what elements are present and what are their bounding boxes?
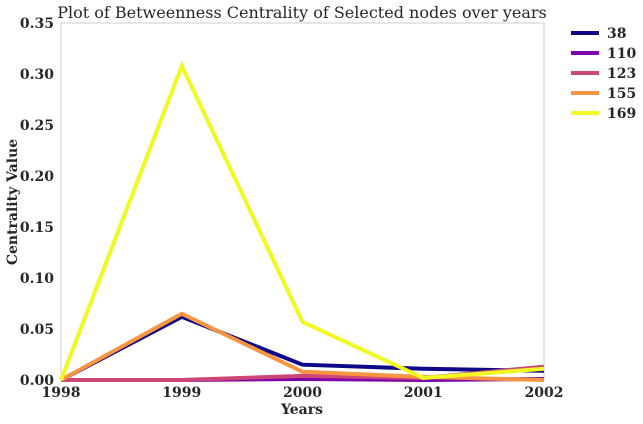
y-tick-label: 0.05 [20,322,54,338]
legend-label-169: 169 [607,106,636,122]
x-axis-ticks: 1998 1999 2000 2001 2002 [42,385,564,401]
series-line-169 [59,60,545,381]
x-tick-label: 2000 [283,385,322,401]
y-tick-label: 0.25 [20,118,54,134]
legend-label-38: 38 [607,26,626,42]
legend-label-155: 155 [607,86,636,102]
x-axis-label: Years [280,402,323,418]
plot-area [60,22,545,381]
y-tick-label: 0.00 [20,373,54,389]
y-axis-ticks: 0.00 0.05 0.10 0.15 0.20 0.25 0.30 0.35 [20,16,54,389]
legend-label-123: 123 [607,66,636,82]
chart-title: Plot of Betweenness Centrality of Select… [57,3,547,22]
x-tick-label: 1999 [162,385,201,401]
x-tick-label: 1998 [42,385,81,401]
y-axis-label: Centrality Value [5,139,21,265]
series-line-155 [60,311,545,382]
series-layer [59,60,545,383]
legend-label-110: 110 [607,46,636,62]
legend: 38 110 123 155 169 [571,26,636,122]
y-tick-label: 0.15 [20,220,54,236]
y-tick-label: 0.35 [20,16,54,32]
y-tick-label: 0.10 [20,271,54,287]
y-tick-label: 0.20 [20,169,54,185]
x-tick-label: 2001 [404,385,443,401]
y-tick-label: 0.30 [20,67,54,83]
x-tick-label: 2002 [525,385,564,401]
